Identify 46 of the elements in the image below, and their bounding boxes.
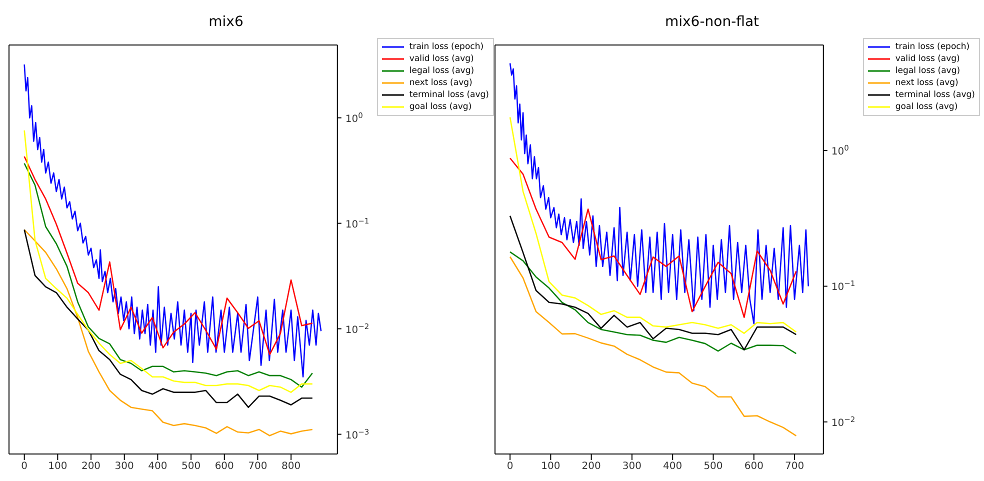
legend-label: goal loss (avg) xyxy=(895,101,958,113)
x-tick-label: 600 xyxy=(744,461,764,472)
legend-label: train loss (epoch) xyxy=(895,41,970,53)
x-tick-label: 300 xyxy=(622,461,642,472)
y-tick-label: 10$^{−1}$ xyxy=(831,278,856,294)
x-tick-label: 400 xyxy=(663,461,682,472)
y-tick-label: 10$^{0}$ xyxy=(345,110,364,125)
x-tick-label: 700 xyxy=(248,461,268,472)
legend-label: valid loss (avg) xyxy=(895,53,960,65)
legend-label: valid loss (avg) xyxy=(409,53,474,65)
legend-label: terminal loss (avg) xyxy=(895,89,975,101)
legend-label: train loss (epoch) xyxy=(409,41,484,53)
legend-label: terminal loss (avg) xyxy=(409,89,489,101)
x-tick-label: 500 xyxy=(181,461,201,472)
legend-label: next loss (avg) xyxy=(409,77,472,89)
x-tick-label: 500 xyxy=(704,461,723,472)
legend-label: goal loss (avg) xyxy=(409,101,472,113)
line-series xyxy=(509,157,797,318)
y-tick-label: 10$^{−3}$ xyxy=(345,426,370,442)
chart-title: mix6 xyxy=(208,13,244,32)
line-series xyxy=(24,64,322,378)
legend-label: next loss (avg) xyxy=(895,77,958,89)
line-series xyxy=(509,62,810,324)
legend-label: legal loss (avg) xyxy=(895,65,960,77)
y-tick-label: 10$^{−1}$ xyxy=(345,216,370,230)
y-tick-label: 10$^{−2}$ xyxy=(345,321,370,336)
x-tick-label: 0 xyxy=(506,461,514,472)
x-tick-label: 100 xyxy=(541,461,560,472)
x-tick-label: 400 xyxy=(148,461,168,472)
x-tick-label: 600 xyxy=(214,461,234,472)
x-tick-label: 100 xyxy=(48,461,68,472)
x-tick-label: 200 xyxy=(582,461,601,472)
x-tick-label: 300 xyxy=(114,461,134,472)
y-tick-label: 10$^{0}$ xyxy=(831,143,850,158)
line-series xyxy=(509,116,797,334)
line-series xyxy=(24,156,314,356)
y-tick-label: 10$^{−2}$ xyxy=(831,414,856,429)
line-series xyxy=(509,215,797,350)
x-tick-label: 800 xyxy=(282,461,301,472)
x-tick-label: 700 xyxy=(784,461,804,472)
line-series xyxy=(509,256,797,436)
x-tick-label: 0 xyxy=(21,461,28,472)
line-series xyxy=(509,251,797,354)
chart-title: mix6-non-flat xyxy=(664,13,760,32)
legend-label: legal loss (avg) xyxy=(409,65,474,77)
x-tick-label: 200 xyxy=(81,461,101,472)
